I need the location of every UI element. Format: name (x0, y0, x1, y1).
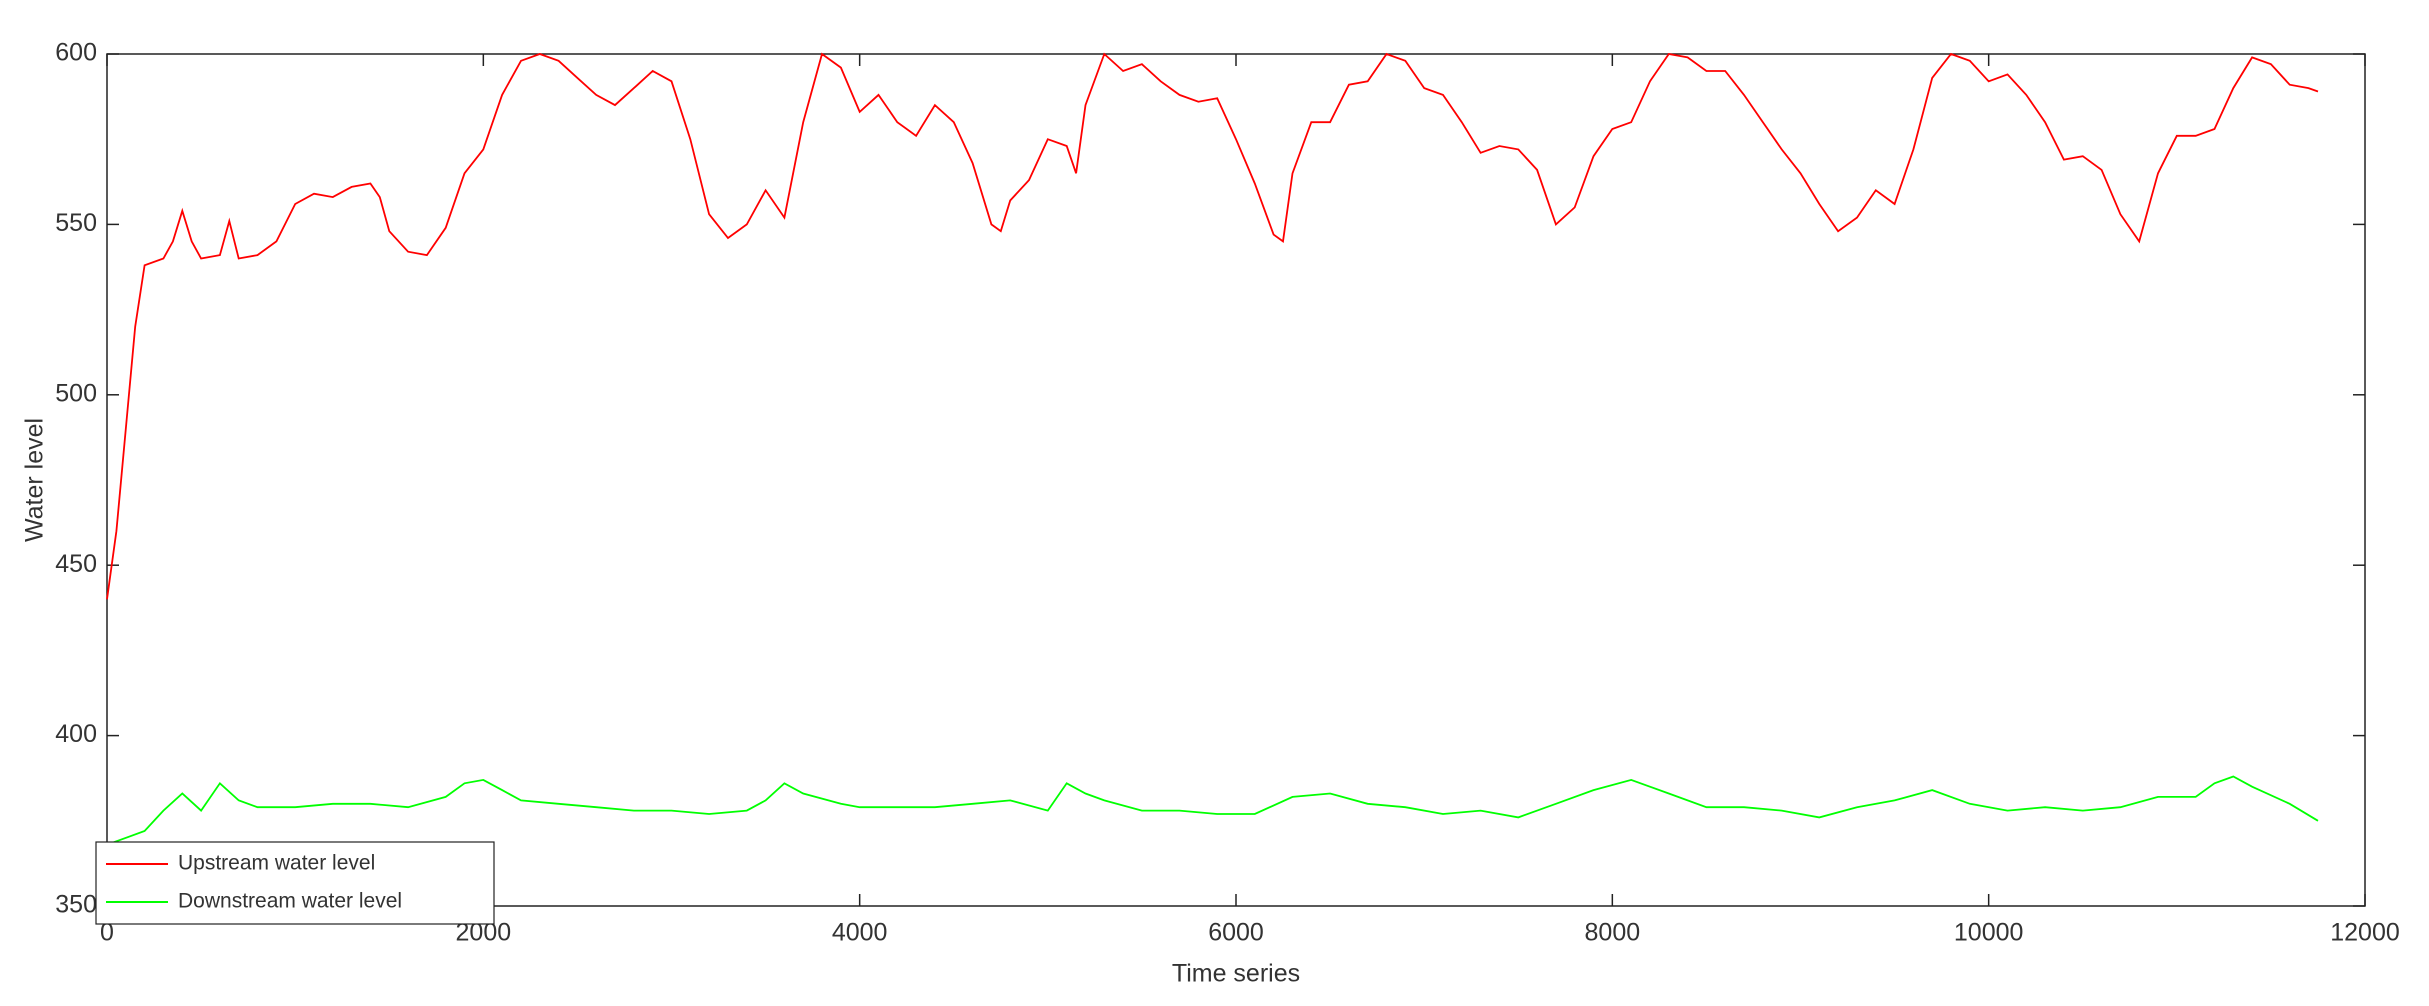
x-tick-label: 12000 (2330, 919, 2400, 947)
y-tick-label: 350 (55, 891, 97, 919)
y-tick-label: 550 (55, 209, 97, 237)
x-tick-label: 10000 (1954, 919, 2024, 947)
series-line (106, 52, 2319, 600)
y-tick-label: 600 (55, 39, 97, 67)
y-axis-label: Water level (21, 418, 49, 542)
x-tick-label: 0 (100, 919, 114, 947)
legend-label: Upstream water level (178, 852, 375, 875)
x-tick-label: 6000 (1208, 919, 1264, 947)
y-tick-label: 500 (55, 379, 97, 407)
x-tick-label: 8000 (1585, 919, 1641, 947)
legend-label: Downstream water level (178, 890, 402, 913)
y-tick-label: 450 (55, 550, 97, 578)
y-tick-label: 400 (55, 720, 97, 748)
plot-area (106, 53, 2366, 907)
series-line (106, 775, 2319, 846)
x-axis-label: Time series (1172, 960, 1300, 988)
legend-box (95, 841, 495, 925)
x-tick-label: 4000 (832, 919, 888, 947)
